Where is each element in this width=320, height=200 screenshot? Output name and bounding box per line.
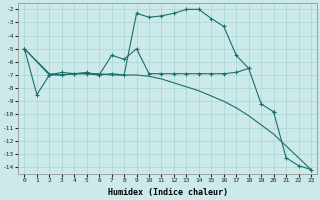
X-axis label: Humidex (Indice chaleur): Humidex (Indice chaleur) <box>108 188 228 197</box>
